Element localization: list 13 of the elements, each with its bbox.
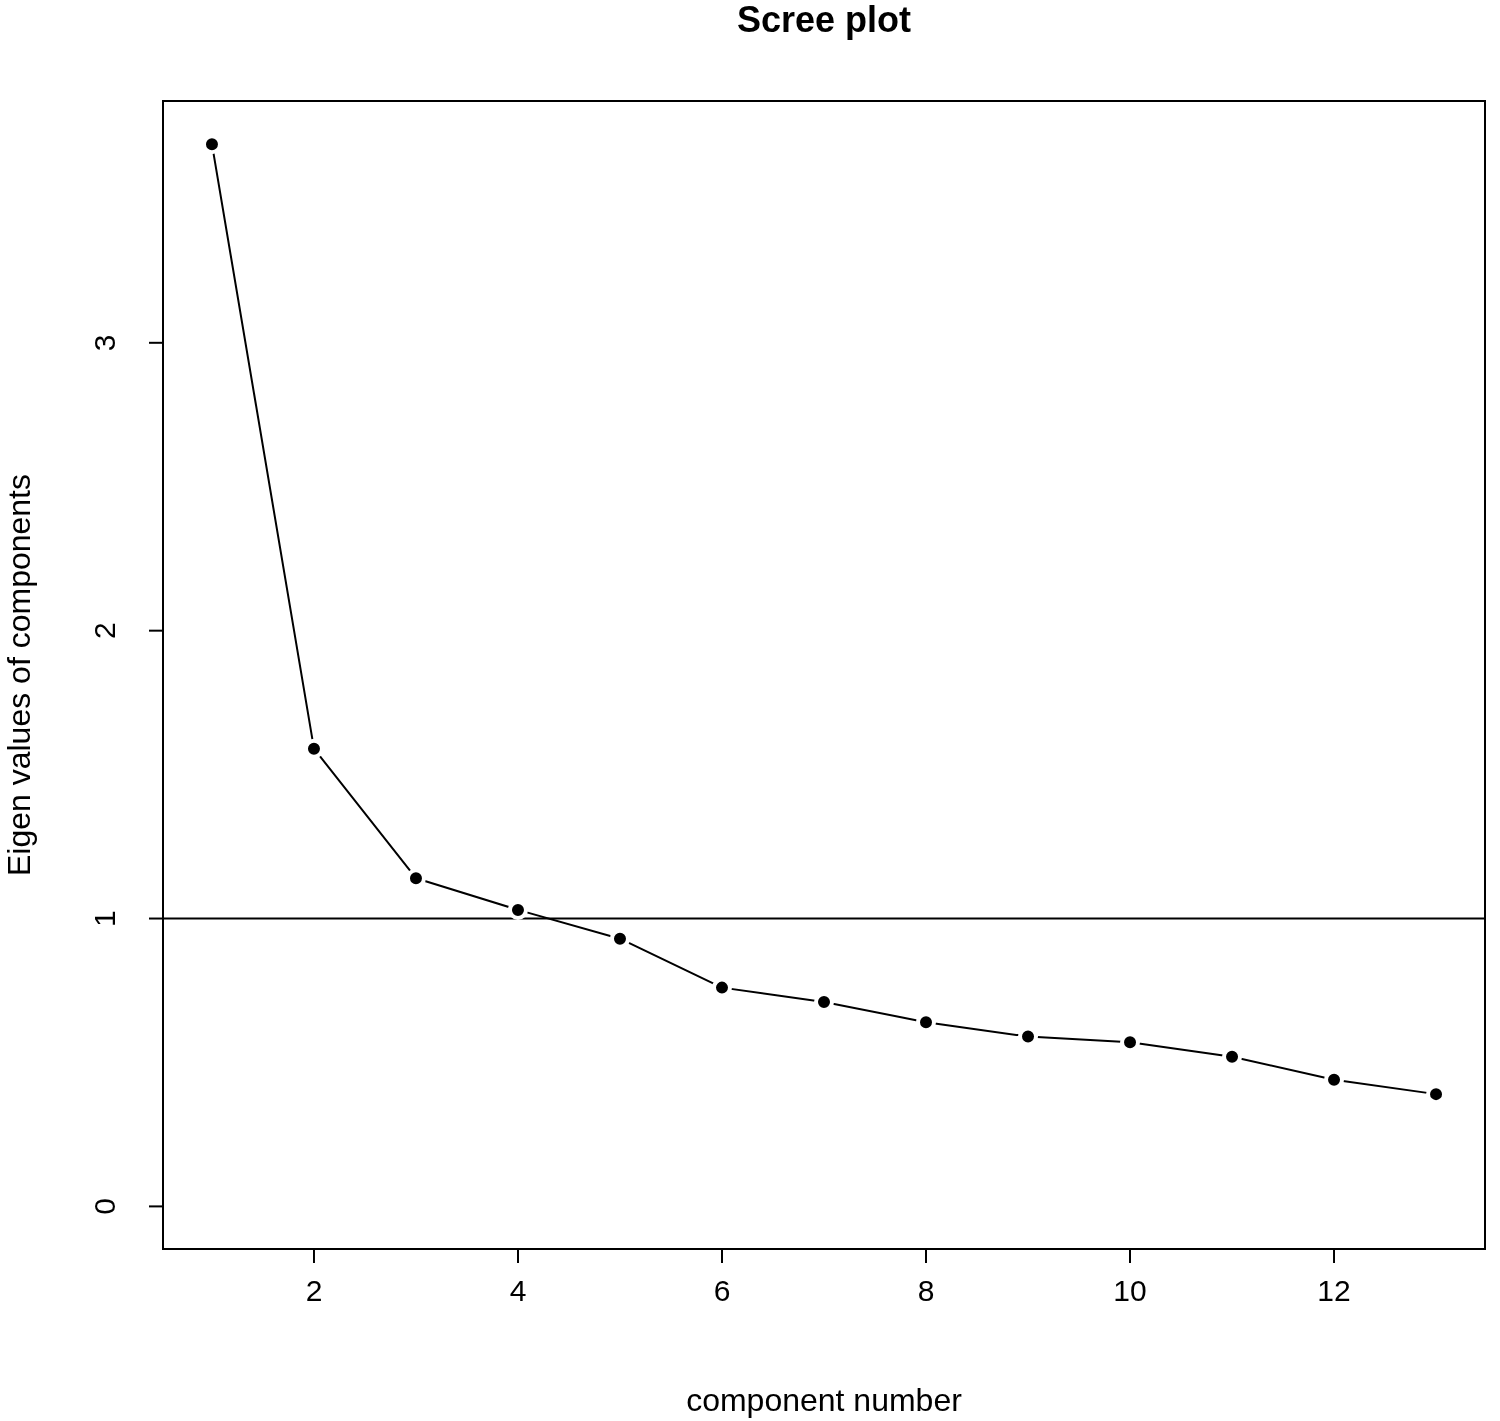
x-axis-title: component number — [686, 1382, 963, 1418]
chart-title: Scree plot — [736, 0, 912, 40]
x-tick-label: 6 — [713, 1274, 731, 1307]
y-tick-label: 3 — [87, 334, 121, 352]
x-tick-label: 8 — [917, 1274, 935, 1307]
y-tick-label: 1 — [87, 910, 121, 927]
x-tick-label: 12 — [1317, 1274, 1351, 1307]
y-tick-label: 0 — [87, 1198, 121, 1215]
y-axis-title: Eigen values of components — [1, 473, 37, 877]
x-tick-label: 4 — [509, 1274, 527, 1307]
x-tick-label: 2 — [305, 1274, 323, 1307]
x-tick-label: 10 — [1113, 1274, 1147, 1307]
y-tick-label: 2 — [87, 622, 121, 640]
